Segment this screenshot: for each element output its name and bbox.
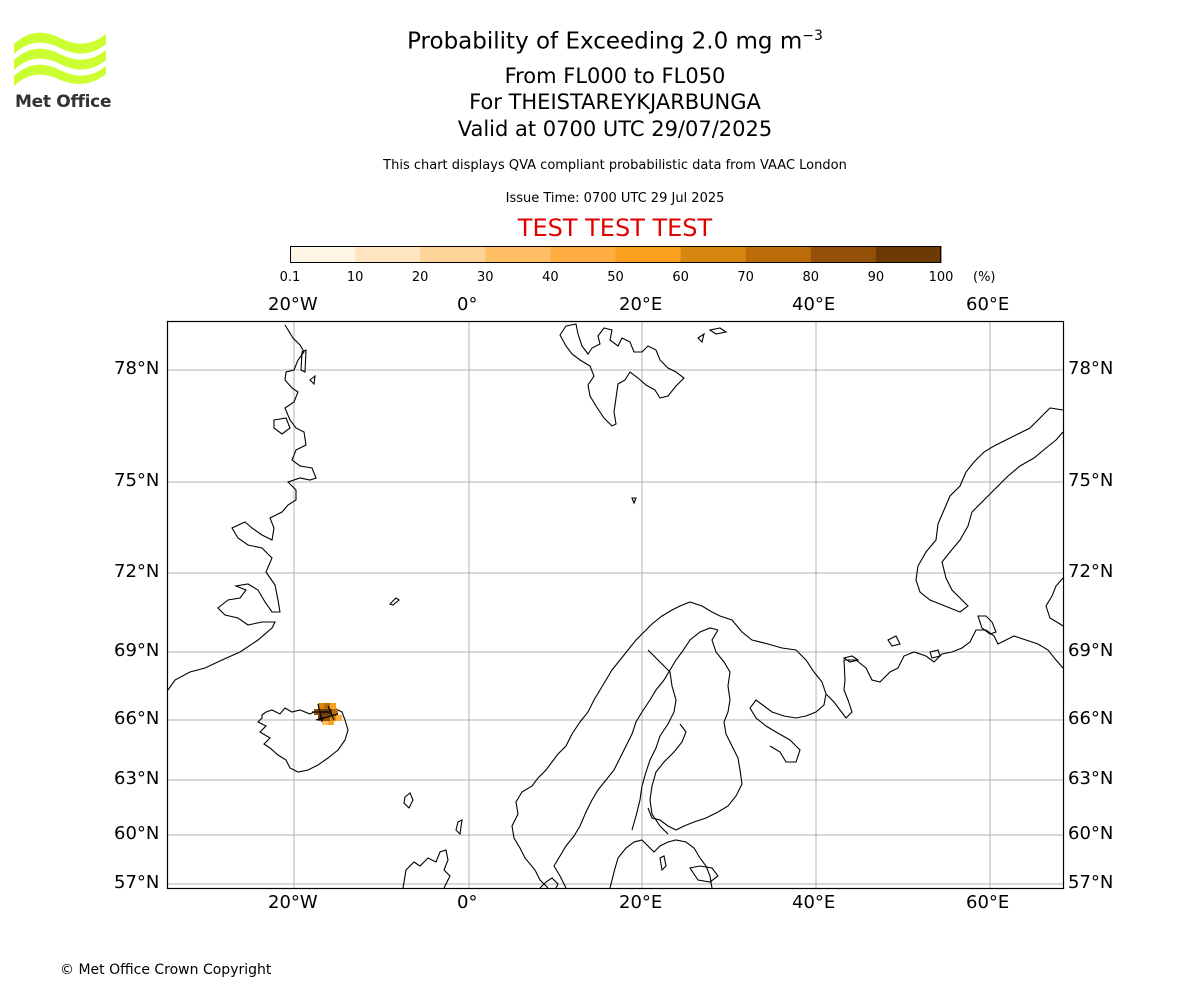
baltic-coast	[553, 627, 719, 889]
colorbar-tick-label: 60	[672, 270, 689, 285]
valid-time: Valid at 0700 UTC 29/07/2025	[457, 117, 773, 141]
colorbar-segment	[550, 246, 616, 263]
logo-text: Met Office	[15, 92, 112, 112]
bear-island	[631, 497, 637, 505]
lat-label-left: 75°N	[114, 470, 160, 491]
colorbar-segment	[745, 246, 812, 263]
copyright: © Met Office Crown Copyright	[60, 962, 272, 978]
lon-label-top: 20°W	[268, 294, 318, 315]
lat-label-right: 78°N	[1068, 358, 1114, 379]
colorbar-tick-label: 20	[411, 270, 429, 285]
met-office-logo	[14, 32, 106, 86]
colorbar-segment	[485, 246, 551, 263]
colorbar-tick-label: 100	[928, 270, 954, 285]
greenland-island	[300, 349, 307, 373]
gotland	[659, 855, 667, 872]
colorbar-unit: (%)	[973, 270, 996, 285]
colorbar-segment	[420, 246, 486, 263]
colorbar-tick-label: 10	[346, 270, 364, 285]
lon-label-bottom: 0°	[457, 892, 478, 913]
lon-label-top: 0°	[457, 294, 478, 315]
colorbar-segment	[355, 246, 421, 263]
lat-label-left: 63°N	[114, 768, 160, 789]
lat-label-left: 57°N	[114, 872, 160, 893]
svalbard-island	[708, 327, 728, 335]
lon-label-bottom: 40°E	[792, 892, 836, 913]
svalbard-island	[697, 332, 705, 344]
norway-sweden-border	[631, 649, 677, 831]
russia-coast	[825, 629, 1064, 719]
colorbar-tick-label: 50	[607, 270, 624, 285]
denmark-coast	[539, 877, 559, 889]
lat-label-right: 66°N	[1068, 708, 1114, 729]
lon-label-bottom: 20°E	[619, 892, 663, 913]
greenland-coast	[167, 324, 317, 691]
colorbar-segment	[810, 246, 877, 263]
chart-description: This chart displays QVA compliant probab…	[383, 158, 847, 173]
lon-label-top: 20°E	[619, 294, 663, 315]
baltic-south	[609, 839, 713, 889]
colorbar-tick-label: 70	[737, 270, 754, 285]
estonia-coast	[689, 865, 719, 883]
greenland-island	[273, 417, 291, 435]
lat-label-right: 72°N	[1068, 561, 1114, 582]
issue-time: Issue Time: 0700 UTC 29 Jul 2025	[505, 191, 725, 206]
lat-label-right: 69°N	[1068, 640, 1114, 661]
russia-island	[929, 649, 941, 659]
lat-label-left: 78°N	[114, 358, 160, 379]
colorbar-segment	[615, 246, 682, 263]
faroe-islands	[403, 792, 414, 809]
colorbar-tick-label: 80	[802, 270, 820, 285]
finland-sweden-border	[647, 629, 743, 831]
lat-label-left: 60°N	[114, 823, 160, 844]
lat-label-right: 60°N	[1068, 823, 1114, 844]
lon-label-bottom: 60°E	[966, 892, 1010, 913]
lat-label-left: 69°N	[114, 640, 160, 661]
map-frame	[166, 320, 1065, 890]
scotland-coast	[402, 849, 451, 889]
volcano-name: For THEISTAREYKJARBUNGA	[469, 90, 761, 114]
gulf-of-bothnia	[649, 723, 687, 835]
chart-title: Probability of Exceeding 2.0 mg m−3	[407, 28, 823, 55]
iceland-coast	[257, 707, 349, 773]
lon-label-bottom: 20°W	[268, 892, 318, 913]
jan-mayen	[388, 597, 400, 606]
lat-label-right: 63°N	[1068, 768, 1114, 789]
gridlines	[168, 322, 1063, 888]
lon-label-top: 40°E	[792, 294, 836, 315]
colorbar-segment	[875, 246, 942, 263]
colorbar-segment	[290, 246, 356, 263]
shetland	[455, 819, 463, 836]
lat-label-left: 72°N	[114, 561, 160, 582]
scandinavia-coast	[511, 601, 827, 889]
flight-level-range: From FL000 to FL050	[504, 64, 726, 88]
ash-probability-cluster	[312, 703, 342, 725]
coastlines	[167, 323, 1064, 889]
test-banner: TEST TEST TEST	[517, 214, 713, 242]
island-far-east	[977, 615, 997, 635]
lon-label-top: 60°E	[966, 294, 1010, 315]
colorbar-tick-label: 30	[477, 270, 494, 285]
novaya-zemlya	[915, 407, 1064, 613]
russia-island	[887, 635, 901, 647]
greenland-island	[309, 374, 316, 386]
svalbard-coast	[559, 323, 685, 427]
colorbar-tick-label: 90	[867, 270, 885, 285]
lat-label-left: 66°N	[114, 708, 160, 729]
colorbar-segment	[680, 246, 747, 263]
colorbar-tick-label: 40	[542, 270, 559, 285]
russia-northeast	[1045, 577, 1064, 627]
kola-island	[842, 655, 860, 663]
lat-label-right: 57°N	[1068, 872, 1114, 893]
colorbar	[290, 246, 942, 263]
colorbar-tick-label: 0.1	[279, 270, 301, 285]
lat-label-right: 75°N	[1068, 470, 1114, 491]
